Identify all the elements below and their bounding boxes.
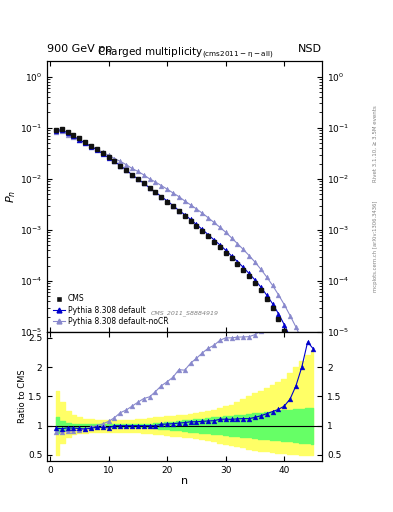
Text: mcplots.cern.ch [arXiv:1306.3436]: mcplots.cern.ch [arXiv:1306.3436] — [373, 200, 378, 291]
Title: Charged multiplicity$_{\mathregular{(cms2011-η-all)}}$: Charged multiplicity$_{\mathregular{(cms… — [97, 46, 273, 61]
Text: Rivet 3.1.10, ≥ 3.5M events: Rivet 3.1.10, ≥ 3.5M events — [373, 105, 378, 182]
Text: CMS_2011_S8884919: CMS_2011_S8884919 — [151, 310, 219, 316]
X-axis label: n: n — [181, 476, 188, 486]
Text: NSD: NSD — [298, 44, 322, 54]
Y-axis label: $P_n$: $P_n$ — [5, 190, 18, 203]
Y-axis label: Ratio to CMS: Ratio to CMS — [18, 370, 27, 423]
Legend: CMS, Pythia 8.308 default, Pythia 8.308 default-noCR: CMS, Pythia 8.308 default, Pythia 8.308 … — [51, 292, 171, 328]
Text: 900 GeV pp: 900 GeV pp — [47, 44, 112, 54]
